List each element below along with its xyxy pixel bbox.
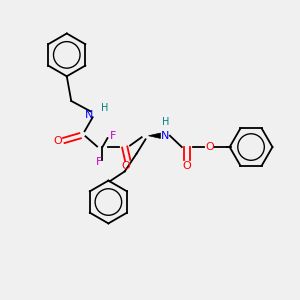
Text: F: F [96,158,103,167]
Text: O: O [122,161,130,171]
Text: N: N [85,110,93,120]
Text: N: N [161,131,169,141]
Polygon shape [148,133,160,138]
Text: H: H [101,103,108,113]
Text: O: O [53,136,62,146]
Text: O: O [183,161,191,171]
Text: O: O [205,142,214,152]
Text: F: F [110,131,116,141]
Text: H: H [162,117,169,127]
